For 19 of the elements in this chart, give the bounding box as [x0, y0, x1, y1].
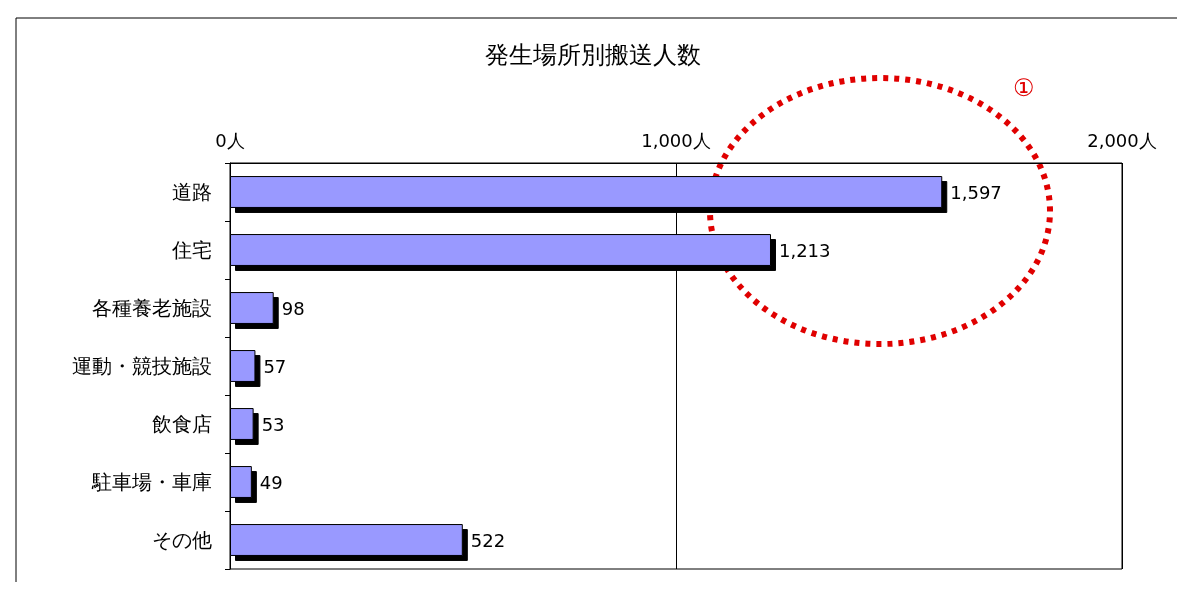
y-tick-label: 道路	[172, 180, 212, 204]
y-tick-label: 飲食店	[152, 412, 212, 436]
data-label: 522	[470, 529, 506, 551]
y-tick-label: 各種養老施設	[92, 296, 212, 320]
y-tick-label: その他	[152, 528, 212, 552]
data-label: 1,597	[950, 181, 1002, 203]
x-tick-label: 2,000人	[1087, 129, 1157, 151]
data-label: 53	[261, 413, 285, 435]
text: ①	[1013, 74, 1035, 102]
y-tick-label: 駐車場・車庫	[91, 470, 212, 494]
chart-title: 発生場所別搬送人数	[484, 41, 701, 69]
data-label: 57	[263, 355, 287, 377]
y-tick-label: 運動・競技施設	[72, 354, 212, 378]
x-tick-label: 1,000人	[641, 129, 711, 151]
data-label: 1,213	[779, 239, 831, 261]
y-tick-label: 住宅	[171, 238, 212, 262]
data-label: 98	[281, 297, 305, 319]
x-tick-label: 0人	[215, 129, 245, 151]
data-label: 49	[259, 471, 283, 493]
